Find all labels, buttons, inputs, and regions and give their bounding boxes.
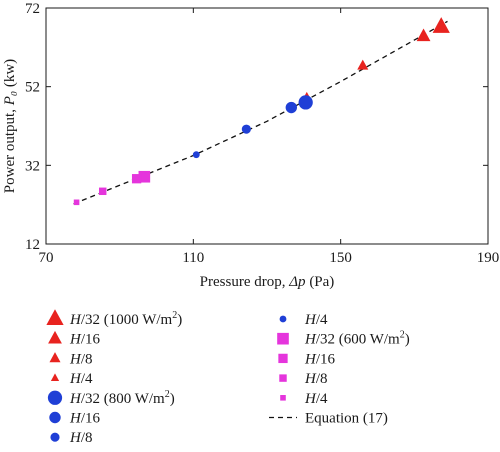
data-point-circle-m — [241, 124, 251, 134]
legend-item: H/4 — [280, 391, 328, 407]
y-tick-label: 32 — [25, 158, 40, 174]
legend-label: H/8 — [69, 351, 93, 367]
x-tick-label: 70 — [39, 250, 54, 266]
legend-marker-triangle — [50, 373, 60, 381]
legend-item: H/8 — [49, 351, 93, 367]
legend-item: H/8 — [279, 371, 328, 387]
equation-line — [73, 20, 448, 205]
legend-label: H/4 — [69, 371, 93, 387]
legend-label: H/8 — [69, 430, 93, 446]
legend-label: H/16 — [69, 411, 101, 427]
legend-marker-square — [280, 395, 286, 401]
data-point-circle-l — [285, 101, 298, 114]
legend-marker-circle — [50, 432, 60, 442]
data-point-square-l — [131, 174, 142, 184]
legend-marker-circle — [47, 390, 63, 405]
data-point-circle-s — [192, 151, 200, 159]
legend-item: H/32 (800 W/m2) — [47, 389, 175, 407]
y-tick-label: 52 — [25, 80, 40, 96]
legend-item: H/32 (600 W/m2) — [277, 330, 410, 348]
legend-marker-triangle — [46, 309, 64, 325]
legend-label: H/16 — [304, 351, 336, 367]
legend-marker-square — [278, 353, 288, 364]
legend-label: H/32 (600 W/m2) — [304, 330, 410, 348]
legend-label: H/4 — [304, 312, 328, 328]
legend-item: H/4 — [50, 371, 93, 387]
x-tick-label: 110 — [182, 250, 204, 266]
legend-marker-triangle — [49, 352, 61, 363]
data-point-square-xl — [138, 170, 151, 183]
data-point-square-s — [73, 199, 80, 206]
legend-marker-circle — [279, 315, 287, 323]
legend-marker-square — [279, 374, 287, 382]
legend-item: H/8 — [50, 430, 93, 446]
legend-label: H/32 (800 W/m2) — [69, 389, 175, 407]
x-tick-label: 190 — [477, 250, 500, 266]
legend-label: H/16 — [69, 332, 101, 348]
y-tick-label: 12 — [25, 237, 40, 253]
data-point-triangle-l — [416, 28, 431, 42]
legend-marker-square — [277, 332, 289, 345]
plot-frame — [45, 7, 489, 245]
legend-item: H/4 — [279, 312, 328, 328]
x-tick-label: 150 — [329, 250, 352, 266]
y-axis-title: Power output, P₀ (kw) — [2, 59, 18, 193]
legend-label: H/8 — [304, 371, 328, 387]
legend-item: H/32 (1000 W/m2) — [46, 309, 182, 328]
x-axis-title: Pressure drop, Δp (Pa) — [200, 274, 335, 290]
data-point-square-m — [99, 187, 107, 196]
y-tick-label: 72 — [25, 1, 40, 17]
legend-label: H/4 — [304, 391, 328, 407]
legend-item: H/16 — [278, 351, 336, 367]
data-point-circle-xl — [298, 95, 313, 110]
legend-marker-circle — [49, 411, 61, 424]
legend-item: H/16 — [49, 411, 101, 427]
data-point-triangle-m — [357, 59, 369, 70]
data-point-triangle-xl — [432, 17, 450, 33]
legend-label: Equation (17) — [305, 411, 388, 427]
legend-label: H/32 (1000 W/m2) — [69, 310, 182, 328]
legend-marker-triangle — [48, 330, 62, 344]
legend-item: Equation (17) — [269, 411, 388, 427]
legend-item: H/16 — [48, 330, 101, 348]
